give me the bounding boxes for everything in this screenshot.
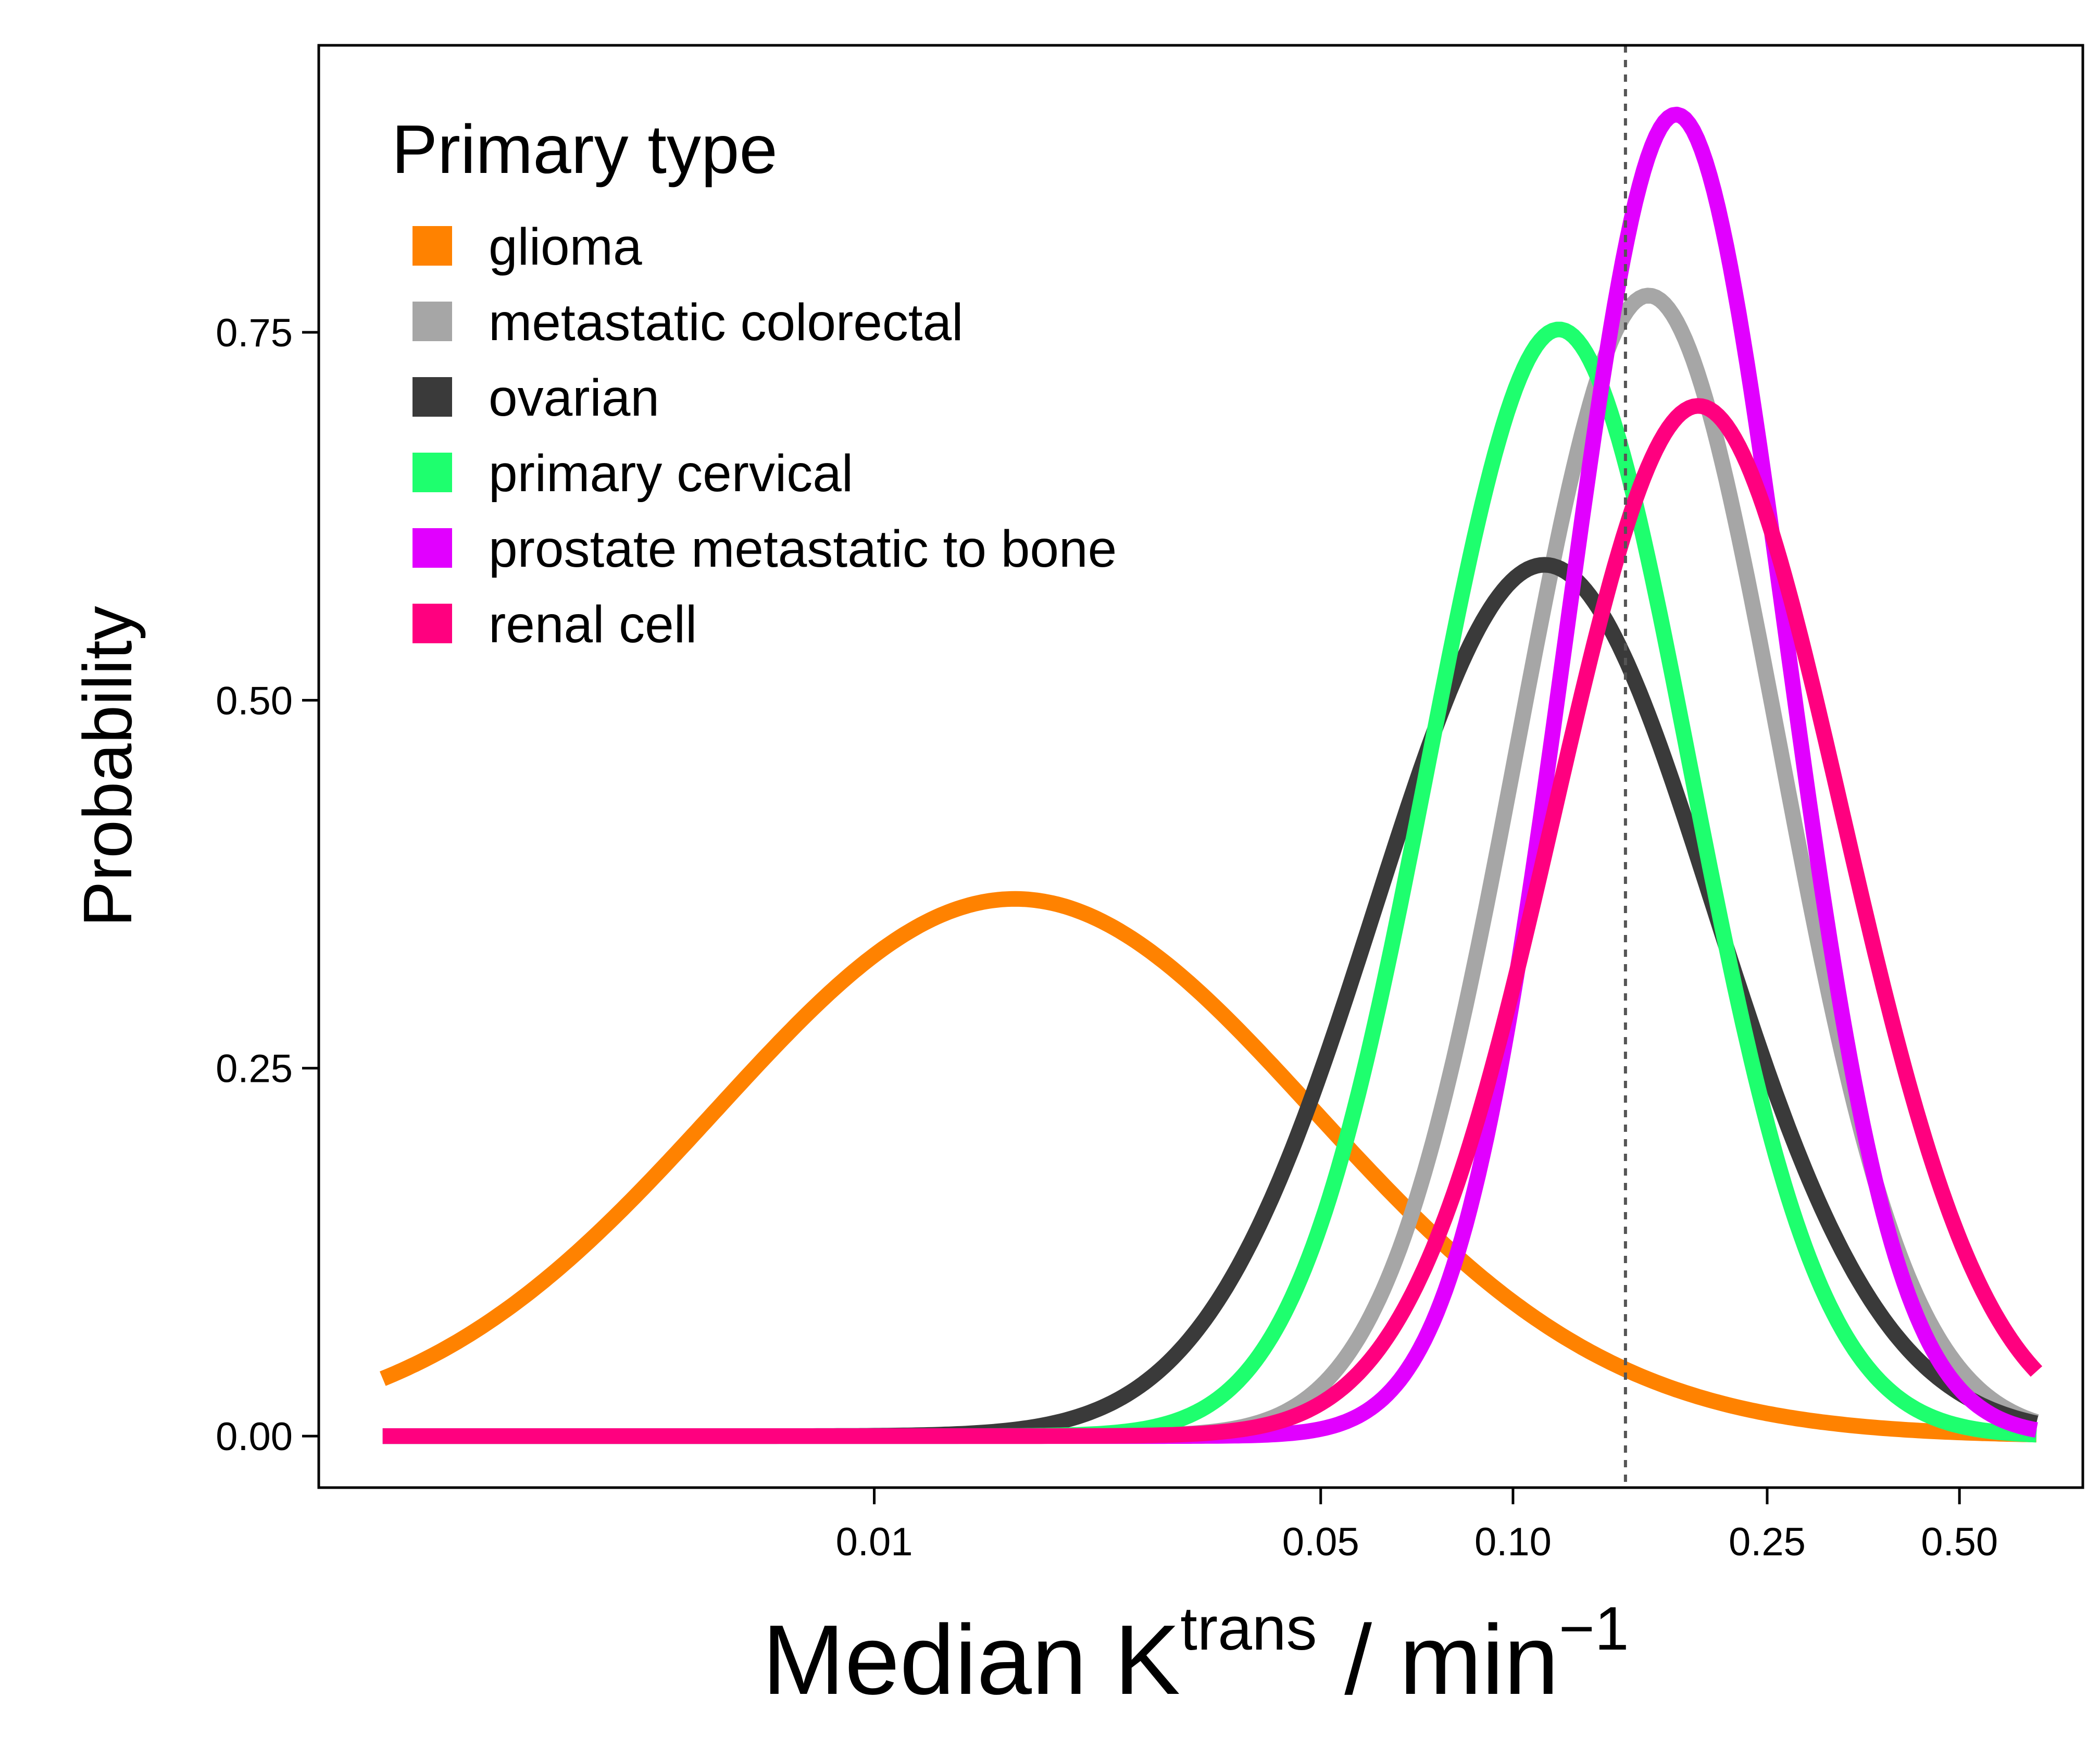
x-axis-label-base: Median K <box>762 1605 1180 1715</box>
plot-panel-border <box>317 44 2084 1489</box>
series-line-renal-cell <box>379 398 2043 1444</box>
legend-swatch-prostate-metastatic-to-bone <box>413 528 452 568</box>
x-axis-label-unit-superscript: −1 <box>1559 1594 1629 1663</box>
legend-swatch-ovarian <box>413 377 452 417</box>
legend-label-primary-cervical: primary cervical <box>489 444 853 503</box>
y-tick-label: 0.00 <box>216 1415 293 1459</box>
legend-title: Primary type <box>392 111 778 188</box>
legend-label-renal-cell: renal cell <box>489 595 697 654</box>
x-tick-label: 0.25 <box>1729 1520 1806 1564</box>
x-tick-label: 0.10 <box>1474 1520 1552 1564</box>
legend-swatch-renal-cell <box>413 604 452 643</box>
curves-group <box>379 106 2043 1444</box>
y-tick-label: 0.25 <box>216 1047 293 1091</box>
legend-swatch-primary-cervical <box>413 453 452 492</box>
axes-group: 0.01 0.05 0.10 0.25 0.50 0.00 0.25 0.50 0.75 <box>216 311 1998 1564</box>
x-axis-label-superscript: trans <box>1180 1594 1317 1663</box>
x-axis-label-unit: / min <box>1317 1605 1559 1715</box>
legend-swatch-glioma <box>413 226 452 266</box>
y-tick-label: 0.75 <box>216 311 293 355</box>
y-axis-label: Probability <box>69 606 146 927</box>
legend: Primary type glioma metastatic colorectal… <box>392 111 1117 654</box>
legend-label-metastatic-colorectal: metastatic colorectal <box>489 293 963 352</box>
y-tick-label: 0.50 <box>216 679 293 723</box>
series-line-glioma <box>379 891 2041 1443</box>
x-axis-label: Median Ktrans / min−1 <box>762 1594 1629 1715</box>
legend-label-ovarian: ovarian <box>489 369 659 427</box>
legend-swatch-metastatic-colorectal <box>413 302 452 341</box>
x-tick-label: 0.05 <box>1282 1520 1359 1564</box>
legend-label-prostate-metastatic-to-bone: prostate metastatic to bone <box>489 520 1117 578</box>
x-tick-label: 0.01 <box>836 1520 913 1564</box>
legend-label-glioma: glioma <box>489 218 642 276</box>
x-tick-label: 0.50 <box>1921 1520 1998 1564</box>
